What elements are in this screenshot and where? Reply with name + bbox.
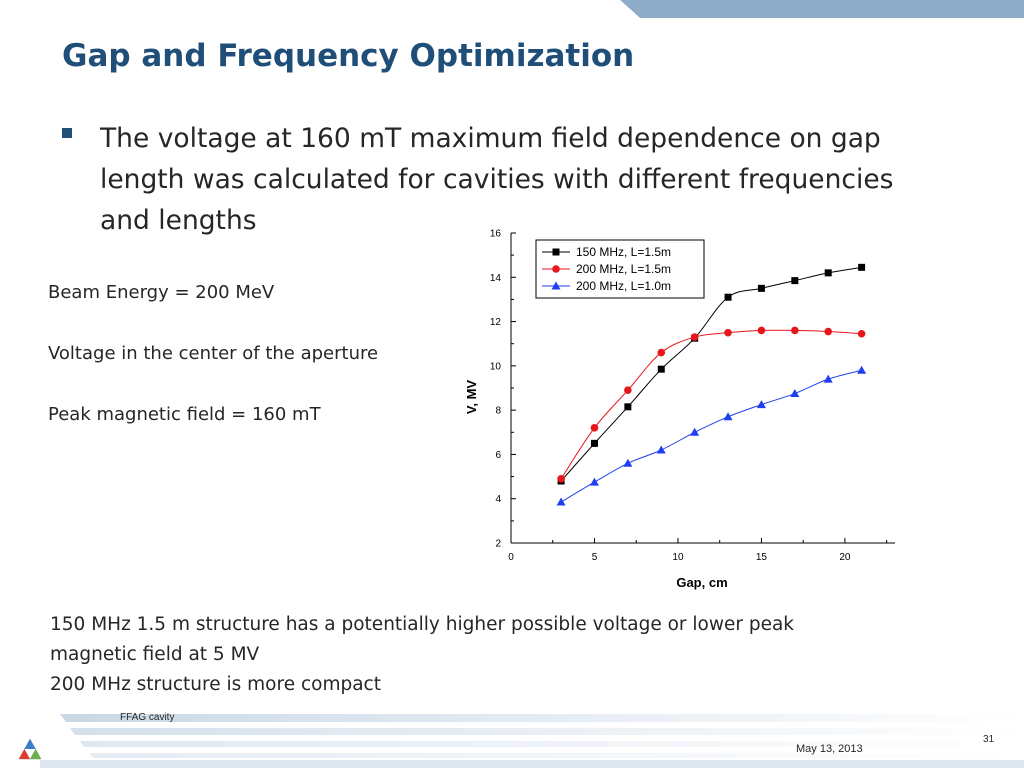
note-voltage-location: Voltage in the center of the aperture <box>48 343 379 364</box>
data-point-square <box>858 263 866 271</box>
header-decoration <box>0 0 1024 18</box>
y-tick-label: 16 <box>490 229 502 240</box>
footer-label: FFAG cavity <box>120 712 175 723</box>
x-tick-label: 0 <box>508 552 514 563</box>
bullet-text: The voltage at 160 mT maximum field depe… <box>100 123 894 236</box>
series-line <box>560 266 862 482</box>
y-tick-label: 12 <box>490 317 502 328</box>
data-point-triangle <box>723 412 733 421</box>
series-3 <box>556 365 867 506</box>
data-point-square <box>791 277 799 285</box>
y-tick-label: 14 <box>490 273 502 284</box>
data-point-square <box>724 293 732 301</box>
data-point-triangle <box>690 427 700 436</box>
data-point-square <box>657 365 665 373</box>
data-point-circle <box>724 328 732 337</box>
bullet-square-icon <box>62 128 72 138</box>
data-point-triangle <box>556 497 566 506</box>
y-axis-label: V, MV <box>464 380 479 415</box>
chart-axes: 2 4 6 8 10 12 14 16 0 5 10 15 20 <box>490 229 895 563</box>
x-tick-label: 20 <box>839 552 851 563</box>
argonne-logo-icon <box>18 738 42 760</box>
note-beam-energy: Beam Energy = 200 MeV <box>48 282 275 303</box>
y-tick-label: 8 <box>495 406 501 417</box>
data-point-circle <box>590 424 599 432</box>
legend-label: 200 MHz, L=1.5m <box>576 262 671 276</box>
data-point-triangle <box>656 445 666 454</box>
conclusion-line: 150 MHz 1.5 m structure has a potentiall… <box>50 614 795 635</box>
conclusion-line: magnetic field at 5 MV <box>50 644 260 665</box>
data-point-triangle <box>589 477 599 486</box>
x-tick-label: 10 <box>672 552 684 563</box>
footer-decoration <box>40 714 1024 768</box>
data-point-circle <box>557 474 565 483</box>
data-point-square <box>624 403 632 411</box>
chart-legend: 150 MHz, L=1.5m 200 MHz, L=1.5m 200 MHz, L… <box>535 239 705 299</box>
footer-date: May 13, 2013 <box>796 743 863 755</box>
data-point-triangle <box>857 365 867 374</box>
slide-title: Gap and Frequency Optimization <box>62 38 635 74</box>
chart-series <box>556 263 867 506</box>
data-point-circle <box>690 333 699 341</box>
series-line <box>560 329 862 480</box>
x-tick-label: 5 <box>592 552 598 563</box>
series-line <box>560 369 862 503</box>
voltage-vs-gap-chart: 2 4 6 8 10 12 14 16 0 5 10 15 20 150 MHz, L=1.5m 200 … <box>464 229 895 590</box>
series-2 <box>557 326 866 483</box>
y-tick-label: 10 <box>490 361 502 372</box>
data-point-triangle <box>790 389 800 398</box>
data-point-triangle <box>756 400 766 409</box>
data-point-circle <box>657 348 666 357</box>
y-tick-label: 4 <box>495 494 501 505</box>
data-point-square <box>824 269 832 277</box>
x-axis-label: Gap, cm <box>676 575 727 590</box>
data-point-triangle <box>551 281 561 290</box>
y-tick-label: 6 <box>495 450 501 461</box>
x-tick-label: 15 <box>756 552 768 563</box>
data-point-square <box>757 284 765 292</box>
data-point-triangle <box>823 374 833 383</box>
data-point-circle <box>824 327 833 336</box>
data-point-circle <box>857 329 866 338</box>
data-point-square <box>590 439 598 447</box>
data-point-circle <box>791 326 799 335</box>
page-number: 31 <box>983 734 995 745</box>
note-peak-field: Peak magnetic field = 160 mT <box>48 404 321 425</box>
y-tick-label: 2 <box>495 539 501 550</box>
data-point-circle <box>757 326 766 335</box>
legend-label: 200 MHz, L=1.0m <box>576 279 671 293</box>
conclusion-line: 200 MHz structure is more compact <box>50 674 381 695</box>
data-point-circle <box>552 265 560 273</box>
data-point-square <box>552 248 560 256</box>
data-point-triangle <box>623 458 633 467</box>
data-point-circle <box>624 386 632 395</box>
legend-label: 150 MHz, L=1.5m <box>576 245 671 259</box>
conclusion-text: 150 MHz 1.5 m structure has a potentiall… <box>50 610 950 700</box>
